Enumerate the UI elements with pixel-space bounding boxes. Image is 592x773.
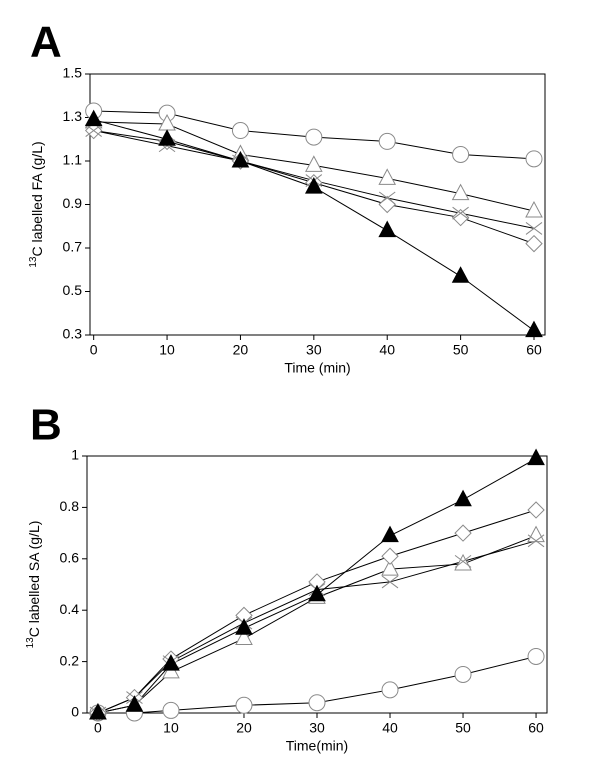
- y-axis-title: 13C labelled SA (g/L): [25, 521, 42, 649]
- marker-cross: [454, 554, 472, 568]
- x-tick-label: 10: [159, 342, 175, 358]
- marker-triangle: [451, 266, 470, 283]
- marker-circle: [378, 132, 396, 150]
- y-tick-label: 0: [71, 704, 79, 720]
- x-axis-title: Time(min): [286, 738, 348, 754]
- x-tick-label: 50: [455, 720, 471, 736]
- y-axis-title-text: C labelled FA (g/L): [29, 141, 45, 256]
- marker-triangle: [84, 109, 103, 127]
- y-tick-label: 1.5: [63, 65, 83, 81]
- y-tick-label: 0.4: [60, 601, 80, 617]
- marker-cross: [381, 575, 399, 589]
- x-tick-label: 30: [309, 720, 325, 736]
- marker-circle: [454, 665, 472, 683]
- x-tick-label: 60: [526, 342, 542, 358]
- marker-circle: [525, 150, 543, 168]
- x-tick-label: 30: [306, 342, 322, 358]
- x-tick-label: 40: [382, 720, 398, 736]
- x-tick-label: 20: [233, 342, 249, 358]
- y-tick-label: 0.3: [63, 326, 83, 342]
- y-axis-title-superscript: 13: [25, 637, 36, 649]
- marker-triangle: [162, 654, 180, 671]
- marker-triangle: [527, 448, 545, 466]
- marker-cross: [527, 534, 545, 548]
- marker-diamond: [451, 208, 470, 227]
- y-tick-label: 1.1: [63, 152, 83, 168]
- x-tick-label: 50: [453, 342, 469, 358]
- x-axis-title: Time (min): [284, 360, 350, 376]
- x-tick-label: 0: [90, 342, 98, 358]
- y-tick-label: 0.9: [63, 195, 83, 211]
- marker-triangle: [304, 155, 323, 172]
- marker-triangle: [525, 320, 543, 338]
- marker-triangle: [454, 489, 472, 507]
- marker-triangle: [451, 183, 470, 201]
- x-tick-label: 10: [163, 720, 179, 736]
- y-tick-label: 0.6: [60, 550, 80, 566]
- marker-triangle: [527, 525, 545, 543]
- series-line: [97, 509, 537, 714]
- marker-circle: [162, 701, 180, 719]
- panel-label: A: [30, 18, 62, 67]
- marker-circle: [381, 681, 399, 699]
- x-tick-label: 60: [528, 720, 544, 736]
- marker-triangle: [304, 177, 323, 194]
- y-axis-title-text: C labelled SA (g/L): [26, 521, 42, 638]
- y-tick-label: 0.7: [63, 239, 83, 255]
- marker-cross: [85, 124, 102, 137]
- marker-triangle: [378, 220, 397, 238]
- y-tick-label: 1.3: [63, 108, 83, 124]
- y-axis-title-superscript: 13: [28, 256, 39, 268]
- marker-triangle: [89, 702, 107, 720]
- y-tick-label: 0.8: [60, 498, 80, 514]
- marker-diamond: [525, 234, 543, 253]
- marker-triangle: [378, 168, 397, 185]
- y-tick-label: 1: [71, 447, 79, 463]
- marker-cross: [525, 222, 543, 235]
- marker-circle: [527, 647, 545, 665]
- marker-diamond: [454, 524, 472, 542]
- marker-cross: [452, 206, 469, 220]
- y-axis-title: 13C labelled FA (g/L): [28, 141, 45, 267]
- x-tick-label: 0: [94, 720, 102, 736]
- marker-triangle: [231, 150, 250, 168]
- marker-triangle: [454, 553, 472, 571]
- series-line: [97, 535, 537, 714]
- x-tick-label: 40: [379, 342, 395, 358]
- marker-cross: [378, 191, 396, 205]
- marker-circle: [305, 128, 323, 146]
- y-tick-label: 0.2: [60, 652, 80, 668]
- x-tick-label: 20: [236, 720, 252, 736]
- marker-triangle: [158, 129, 176, 146]
- y-tick-label: 0.5: [63, 282, 83, 298]
- marker-diamond: [527, 501, 545, 519]
- marker-circle: [452, 145, 470, 163]
- marker-diamond: [381, 547, 399, 565]
- marker-triangle: [381, 559, 399, 576]
- marker-triangle: [381, 525, 399, 543]
- series-line: [97, 540, 537, 714]
- marker-triangle: [235, 618, 253, 635]
- marker-circle: [231, 122, 249, 140]
- panel-label: B: [30, 401, 62, 450]
- marker-triangle: [525, 200, 543, 218]
- marker-circle: [235, 696, 253, 714]
- marker-triangle: [308, 584, 326, 602]
- marker-triangle: [235, 628, 253, 645]
- marker-triangle: [125, 695, 144, 712]
- marker-circle: [308, 694, 326, 712]
